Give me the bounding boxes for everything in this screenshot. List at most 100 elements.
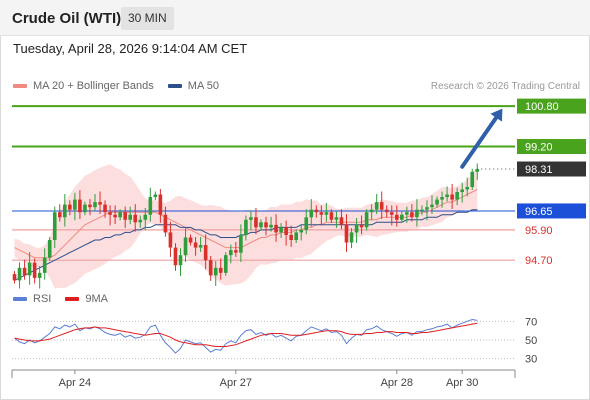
main-legend: MA 20 + Bollinger Bands MA 50 [13,80,233,92]
candle-body-42 [223,255,228,273]
x-tick-label-2: Apr 28 [381,377,413,389]
x-tick-label-0: Apr 24 [59,377,91,389]
candle-body-70 [364,212,369,228]
level-label-5: 94.70 [525,255,553,267]
candle-body-91 [470,171,475,187]
candle-body-47 [249,217,253,220]
candle-body-85 [440,197,444,200]
candle-body-21 [118,212,122,218]
candle-body-52 [274,224,278,233]
candle-body-66 [344,224,349,243]
candle-body-4 [32,262,37,278]
level-tag-2 [517,161,586,177]
rsi-tick-2: 30 [525,354,537,366]
level-label-2: 98.31 [525,164,553,176]
candle-body-67 [349,232,354,243]
candle-body-61 [319,212,324,215]
candle-body-86 [445,194,449,198]
candle-body-19 [108,212,112,215]
candle-body-35 [188,237,193,243]
candle-body-62 [324,212,329,215]
candle-body-36 [193,242,198,248]
header-bar: Crude Oil (WTI) 30 MIN [0,0,590,36]
candle-body-76 [394,214,399,220]
candle-body-54 [284,227,288,235]
candle-body-69 [359,224,364,228]
candle-body-48 [254,217,258,228]
legend-rsi-swatch [13,297,27,301]
candle-body-29 [158,194,163,215]
rsi-legend: RSI 9MA [13,293,122,305]
candle-body-8 [52,212,57,240]
legend-9ma-label: 9MA [85,293,108,305]
candle-body-18 [103,204,107,213]
candle-body-80 [415,209,419,218]
candle-body-84 [435,199,439,205]
candle-body-83 [430,204,434,208]
level-tag-3 [517,203,586,219]
candle-body-34 [183,237,188,256]
copyright-label: Research © 2026 Trading Central [430,81,580,92]
candle-body-41 [218,267,223,273]
candle-body-90 [465,186,470,190]
candle-body-81 [420,209,424,211]
x-tick-label-3: Apr 30 [446,377,478,389]
candle-body-73 [379,202,384,210]
candle-body-20 [113,214,117,218]
candle-body-0 [12,274,17,281]
candle-body-9 [57,212,62,218]
level-label-4: 95.90 [525,225,553,237]
candle-body-59 [309,209,314,218]
candle-body-10 [63,204,67,218]
candle-body-14 [83,204,87,213]
candle-body-50 [264,222,268,228]
candle-body-87 [450,194,454,200]
target-arrow-head [490,108,503,122]
level-label-3: 96.65 [525,206,553,218]
candle-body-55 [289,234,293,240]
candle-body-15 [88,204,92,208]
candle-body-64 [334,217,339,220]
legend-rsi: RSI [13,293,51,305]
instrument-title: Crude Oil (WTI) [12,10,122,27]
candle-body-13 [78,199,82,213]
rsi-tick-1: 50 [525,335,537,347]
candle-body-53 [279,227,283,233]
candle-body-33 [178,255,183,266]
candle-body-22 [123,212,127,220]
candle-body-92 [475,169,480,172]
candle-body-79 [410,212,414,218]
candle-body-65 [339,217,344,225]
candle-body-58 [304,217,309,230]
candle-body-24 [133,214,138,223]
candle-body-30 [163,214,168,233]
candle-body-5 [37,272,42,278]
legend-ma20: MA 20 + Bollinger Bands [13,80,154,92]
interval-badge[interactable]: 30 MIN [121,7,174,30]
legend-9ma: 9MA [65,293,108,305]
candle-body-75 [389,212,394,215]
legend-ma20-swatch [13,84,27,88]
candle-body-31 [168,232,173,248]
candle-body-56 [294,232,299,240]
candle-body-17 [98,202,102,205]
datetime-label: Tuesday, April 28, 2026 9:14:04 AM CET [13,41,248,56]
candle-body-39 [208,260,213,276]
candle-body-49 [259,222,263,228]
target-arrow-shaft [460,115,499,169]
legend-ma50-swatch [167,84,182,88]
candle-body-71 [369,209,374,213]
candle-body-77 [400,214,404,220]
rsi-tick-0: 70 [525,316,537,328]
candle-body-51 [269,224,273,228]
candle-body-38 [203,245,208,261]
candle-body-46 [244,219,248,235]
candle-body-7 [47,240,52,258]
level-label-1: 99.20 [525,142,553,154]
x-tick-label-1: Apr 27 [220,377,252,389]
candle-body-78 [405,212,409,215]
legend-rsi-label: RSI [33,293,52,305]
rsi-line [14,318,478,354]
candle-body-32 [173,247,178,266]
